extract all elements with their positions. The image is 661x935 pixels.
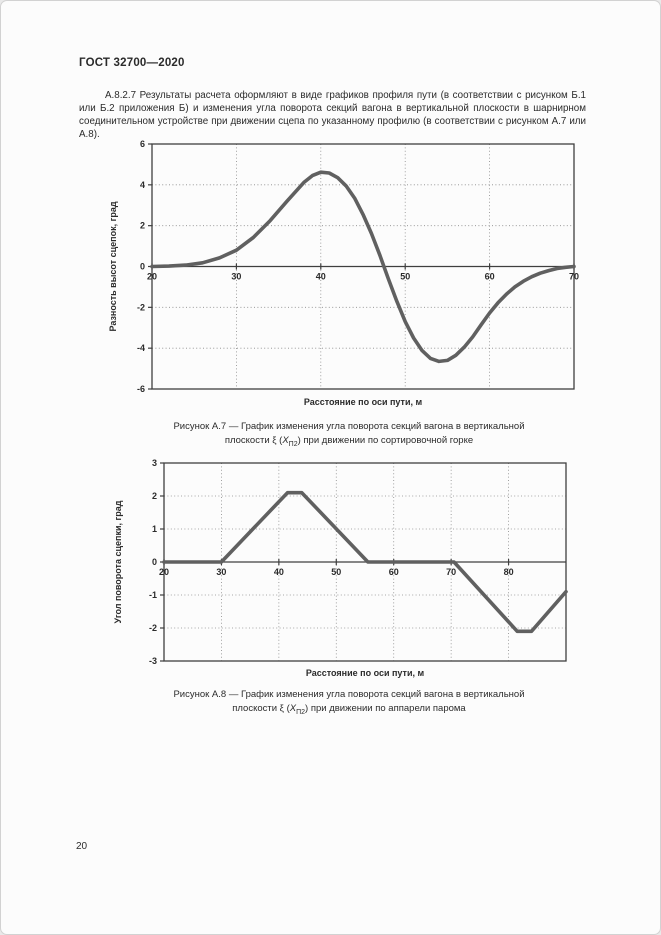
figure-a7-caption-line1: Рисунок А.7 — График изменения угла пово… [173, 421, 525, 432]
y-tick-label: 6 [140, 139, 145, 149]
x-tick-label: 80 [504, 567, 514, 577]
y-axis-title: Разность высот сцепок, град [108, 201, 118, 331]
x-tick-label: 40 [274, 567, 284, 577]
y-tick-label: -2 [137, 302, 145, 312]
x-tick-label: 70 [569, 272, 579, 282]
figure-a8-chart: 20 30 40 50 60 70 80 3 2 1 0 -1 -2 -3 Расстояние по ос… [113, 458, 568, 678]
data-curve [162, 490, 568, 634]
x-tick-label: 50 [400, 272, 410, 282]
y-tick-label: 0 [152, 557, 157, 567]
y-tick-label: 0 [140, 262, 145, 272]
x-tick-label: 20 [147, 272, 157, 282]
y-tick-label: 2 [152, 491, 157, 501]
x-axis-title: Расстояние по оси пути, м [306, 668, 425, 678]
y-axis-title: Угол поворота сцепки, град [113, 500, 123, 623]
figure-a8-caption-line2: плоскости ξ (ХП2) при движении по аппаре… [232, 702, 466, 716]
y-tick-label: 4 [140, 180, 145, 190]
x-tick-label: 60 [389, 567, 399, 577]
y-tick-label: 2 [140, 221, 145, 231]
x-tick-label: 60 [485, 272, 495, 282]
x-tick-label: 70 [446, 567, 456, 577]
y-tick-label: -3 [149, 656, 157, 666]
y-tick-label: 1 [152, 524, 157, 534]
figure-a7-caption: Рисунок А.7 — График изменения угла пово… [99, 420, 599, 451]
x-tick-label: 40 [316, 272, 326, 282]
figure-a8-caption-line1: Рисунок А.8 — График изменения угла пово… [173, 689, 525, 700]
data-curve [150, 170, 576, 364]
figure-a8-caption: Рисунок А.8 — График изменения угла пово… [99, 688, 599, 719]
x-tick-label: 30 [216, 567, 226, 577]
x-tick-label: 20 [159, 567, 169, 577]
figure-a7-caption-line2: плоскости ξ (ХП2) при движении по сортир… [224, 434, 474, 448]
x-axis-title: Расстояние по оси пути, м [304, 397, 423, 407]
page-number: 20 [76, 841, 88, 852]
document-header: ГОСТ 32700—2020 [79, 57, 185, 69]
paragraph-a827: А.8.2.7 Результаты расчета оформляют в в… [79, 90, 586, 140]
y-tick-label: -6 [137, 384, 145, 394]
x-tick-label: 30 [231, 272, 241, 282]
y-tick-label: 3 [152, 458, 157, 468]
x-tick-label: 50 [331, 567, 341, 577]
y-tick-label: -4 [137, 343, 145, 353]
y-tick-label: -2 [149, 623, 157, 633]
y-tick-label: -1 [149, 590, 157, 600]
